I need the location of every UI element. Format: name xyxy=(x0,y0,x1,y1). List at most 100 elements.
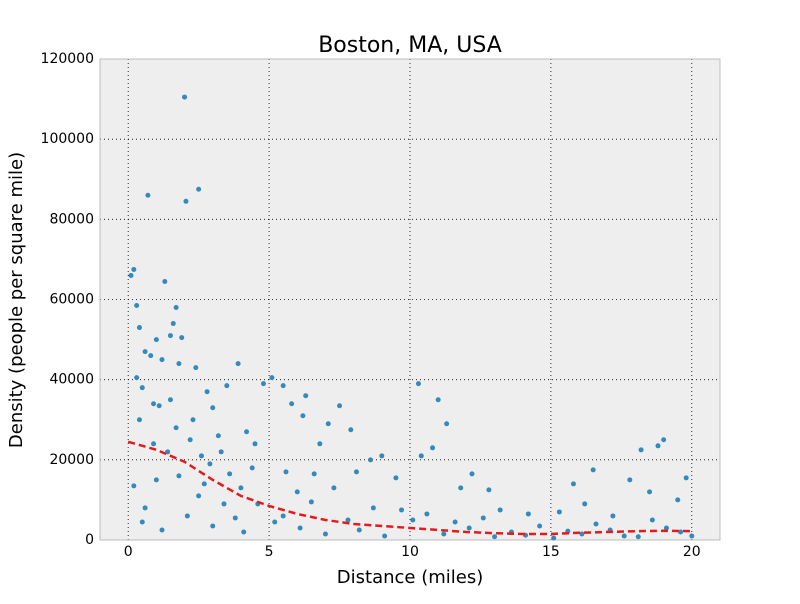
data-point xyxy=(207,461,213,467)
data-point xyxy=(492,534,498,540)
data-point xyxy=(368,457,374,463)
x-tick-label: 20 xyxy=(683,544,701,560)
data-point xyxy=(139,385,145,391)
data-point xyxy=(151,401,157,407)
data-point xyxy=(370,505,376,511)
data-point xyxy=(148,353,154,359)
data-point xyxy=(145,192,151,198)
y-axis-label: Density (people per square mile) xyxy=(6,152,27,448)
data-point xyxy=(183,198,189,204)
data-point xyxy=(196,493,202,499)
data-point xyxy=(469,471,475,477)
data-point xyxy=(435,397,441,403)
data-point xyxy=(131,266,137,272)
data-point xyxy=(198,453,204,459)
data-point xyxy=(399,507,405,513)
data-point xyxy=(537,523,543,529)
data-point xyxy=(131,483,137,489)
data-point xyxy=(249,465,255,471)
data-point xyxy=(430,445,436,451)
data-point xyxy=(325,421,331,427)
y-tick-label: 60000 xyxy=(49,292,94,308)
data-point xyxy=(458,485,464,491)
data-point xyxy=(635,534,641,540)
data-point xyxy=(444,421,450,427)
data-point xyxy=(683,475,689,481)
data-point xyxy=(337,403,343,409)
data-point xyxy=(159,357,165,363)
data-point xyxy=(570,481,576,487)
data-point xyxy=(678,529,684,535)
data-point xyxy=(139,519,145,525)
data-point xyxy=(201,481,207,487)
data-point xyxy=(689,533,695,539)
data-point xyxy=(480,515,486,521)
data-point xyxy=(353,469,359,475)
data-point xyxy=(610,513,616,519)
y-tick-label: 100000 xyxy=(41,131,94,147)
data-point xyxy=(556,509,562,515)
data-point xyxy=(551,535,557,541)
data-point xyxy=(348,427,354,433)
data-point xyxy=(204,389,210,395)
data-point xyxy=(272,519,278,525)
data-point xyxy=(187,437,193,443)
data-point xyxy=(297,525,303,531)
data-point xyxy=(579,531,585,537)
chart-title: Boston, MA, USA xyxy=(318,33,502,58)
data-point xyxy=(590,467,596,473)
data-point xyxy=(134,303,140,309)
data-point xyxy=(410,517,416,523)
data-point xyxy=(215,433,221,439)
data-point xyxy=(176,361,182,367)
data-point xyxy=(134,375,140,381)
plot-frame xyxy=(99,58,721,541)
data-point xyxy=(170,321,176,327)
data-point xyxy=(269,375,275,381)
data-point xyxy=(221,501,227,507)
trend-line xyxy=(127,440,692,536)
data-point xyxy=(224,383,230,389)
data-point xyxy=(308,499,314,505)
data-point xyxy=(525,511,531,517)
data-point xyxy=(280,513,286,519)
data-point xyxy=(151,441,157,447)
data-point xyxy=(582,501,588,507)
data-point xyxy=(655,443,661,449)
data-point xyxy=(627,477,633,483)
data-point xyxy=(331,485,337,491)
data-point xyxy=(176,473,182,479)
data-point xyxy=(382,533,388,539)
data-point xyxy=(283,469,289,475)
data-point xyxy=(317,441,323,447)
data-point xyxy=(300,413,306,419)
data-point xyxy=(210,523,216,529)
x-axis-label: Distance (miles) xyxy=(337,567,483,588)
data-point xyxy=(303,393,309,399)
data-point xyxy=(280,383,286,389)
data-point xyxy=(193,365,199,371)
y-tick-label: 20000 xyxy=(49,452,94,468)
data-point xyxy=(252,441,258,447)
data-point xyxy=(128,272,134,278)
data-point xyxy=(244,429,250,435)
y-tick-label: 80000 xyxy=(49,211,94,227)
data-point xyxy=(179,335,185,341)
data-point xyxy=(441,531,447,537)
data-point xyxy=(238,485,244,491)
data-point xyxy=(142,505,148,511)
data-point xyxy=(218,449,224,455)
data-point xyxy=(497,507,503,513)
data-point xyxy=(182,94,188,100)
data-point xyxy=(167,333,173,339)
data-point xyxy=(142,349,148,355)
x-tick-label: 10 xyxy=(401,544,419,560)
data-point xyxy=(294,489,300,495)
data-point xyxy=(153,477,159,483)
data-point xyxy=(638,447,644,453)
data-point xyxy=(153,337,159,343)
x-tick-label: 0 xyxy=(124,544,133,560)
data-point xyxy=(289,401,295,407)
data-point xyxy=(661,437,667,443)
